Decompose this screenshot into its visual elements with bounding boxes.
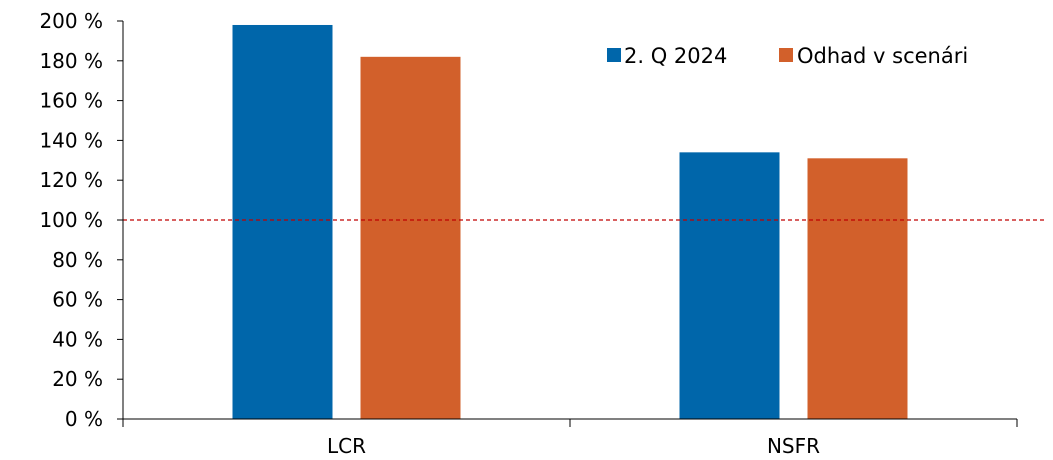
y-tick-labels: 0 % 20 % 40 % 60 % 80 % 100 % 120 % 140 % 160 % 1… <box>39 9 103 431</box>
y-tick-label: 180 % <box>39 49 103 73</box>
legend-swatch-2 <box>779 48 793 62</box>
y-tick-label: 40 % <box>52 327 103 351</box>
y-tick-label: 200 % <box>39 9 103 33</box>
bar-lcr-series-2 <box>360 56 461 419</box>
x-tick-label-lcr: LCR <box>327 434 366 458</box>
legend-swatch-1 <box>607 48 621 62</box>
bar-nsfr-series-1 <box>679 152 780 419</box>
legend: 2. Q 2024 Odhad v scenári <box>607 44 968 68</box>
axes-layer <box>117 20 1018 427</box>
y-tick-label: 20 % <box>52 367 103 391</box>
y-tick-label: 100 % <box>39 208 103 232</box>
x-tick-label-nsfr: NSFR <box>767 434 820 458</box>
y-tick-label: 60 % <box>52 288 103 312</box>
y-tick-label: 160 % <box>39 89 103 113</box>
legend-label-2: Odhad v scenári <box>797 44 968 68</box>
y-tick-label: 120 % <box>39 168 103 192</box>
x-tick-labels: LCR NSFR <box>327 434 820 458</box>
y-tick-label: 0 % <box>65 407 103 431</box>
y-tick-label: 140 % <box>39 128 103 152</box>
bars-layer <box>232 24 908 419</box>
legend-label-1: 2. Q 2024 <box>624 44 727 68</box>
bar-nsfr-series-2 <box>807 158 908 419</box>
bar-lcr-series-1 <box>232 24 333 419</box>
y-tick-label: 80 % <box>52 248 103 272</box>
